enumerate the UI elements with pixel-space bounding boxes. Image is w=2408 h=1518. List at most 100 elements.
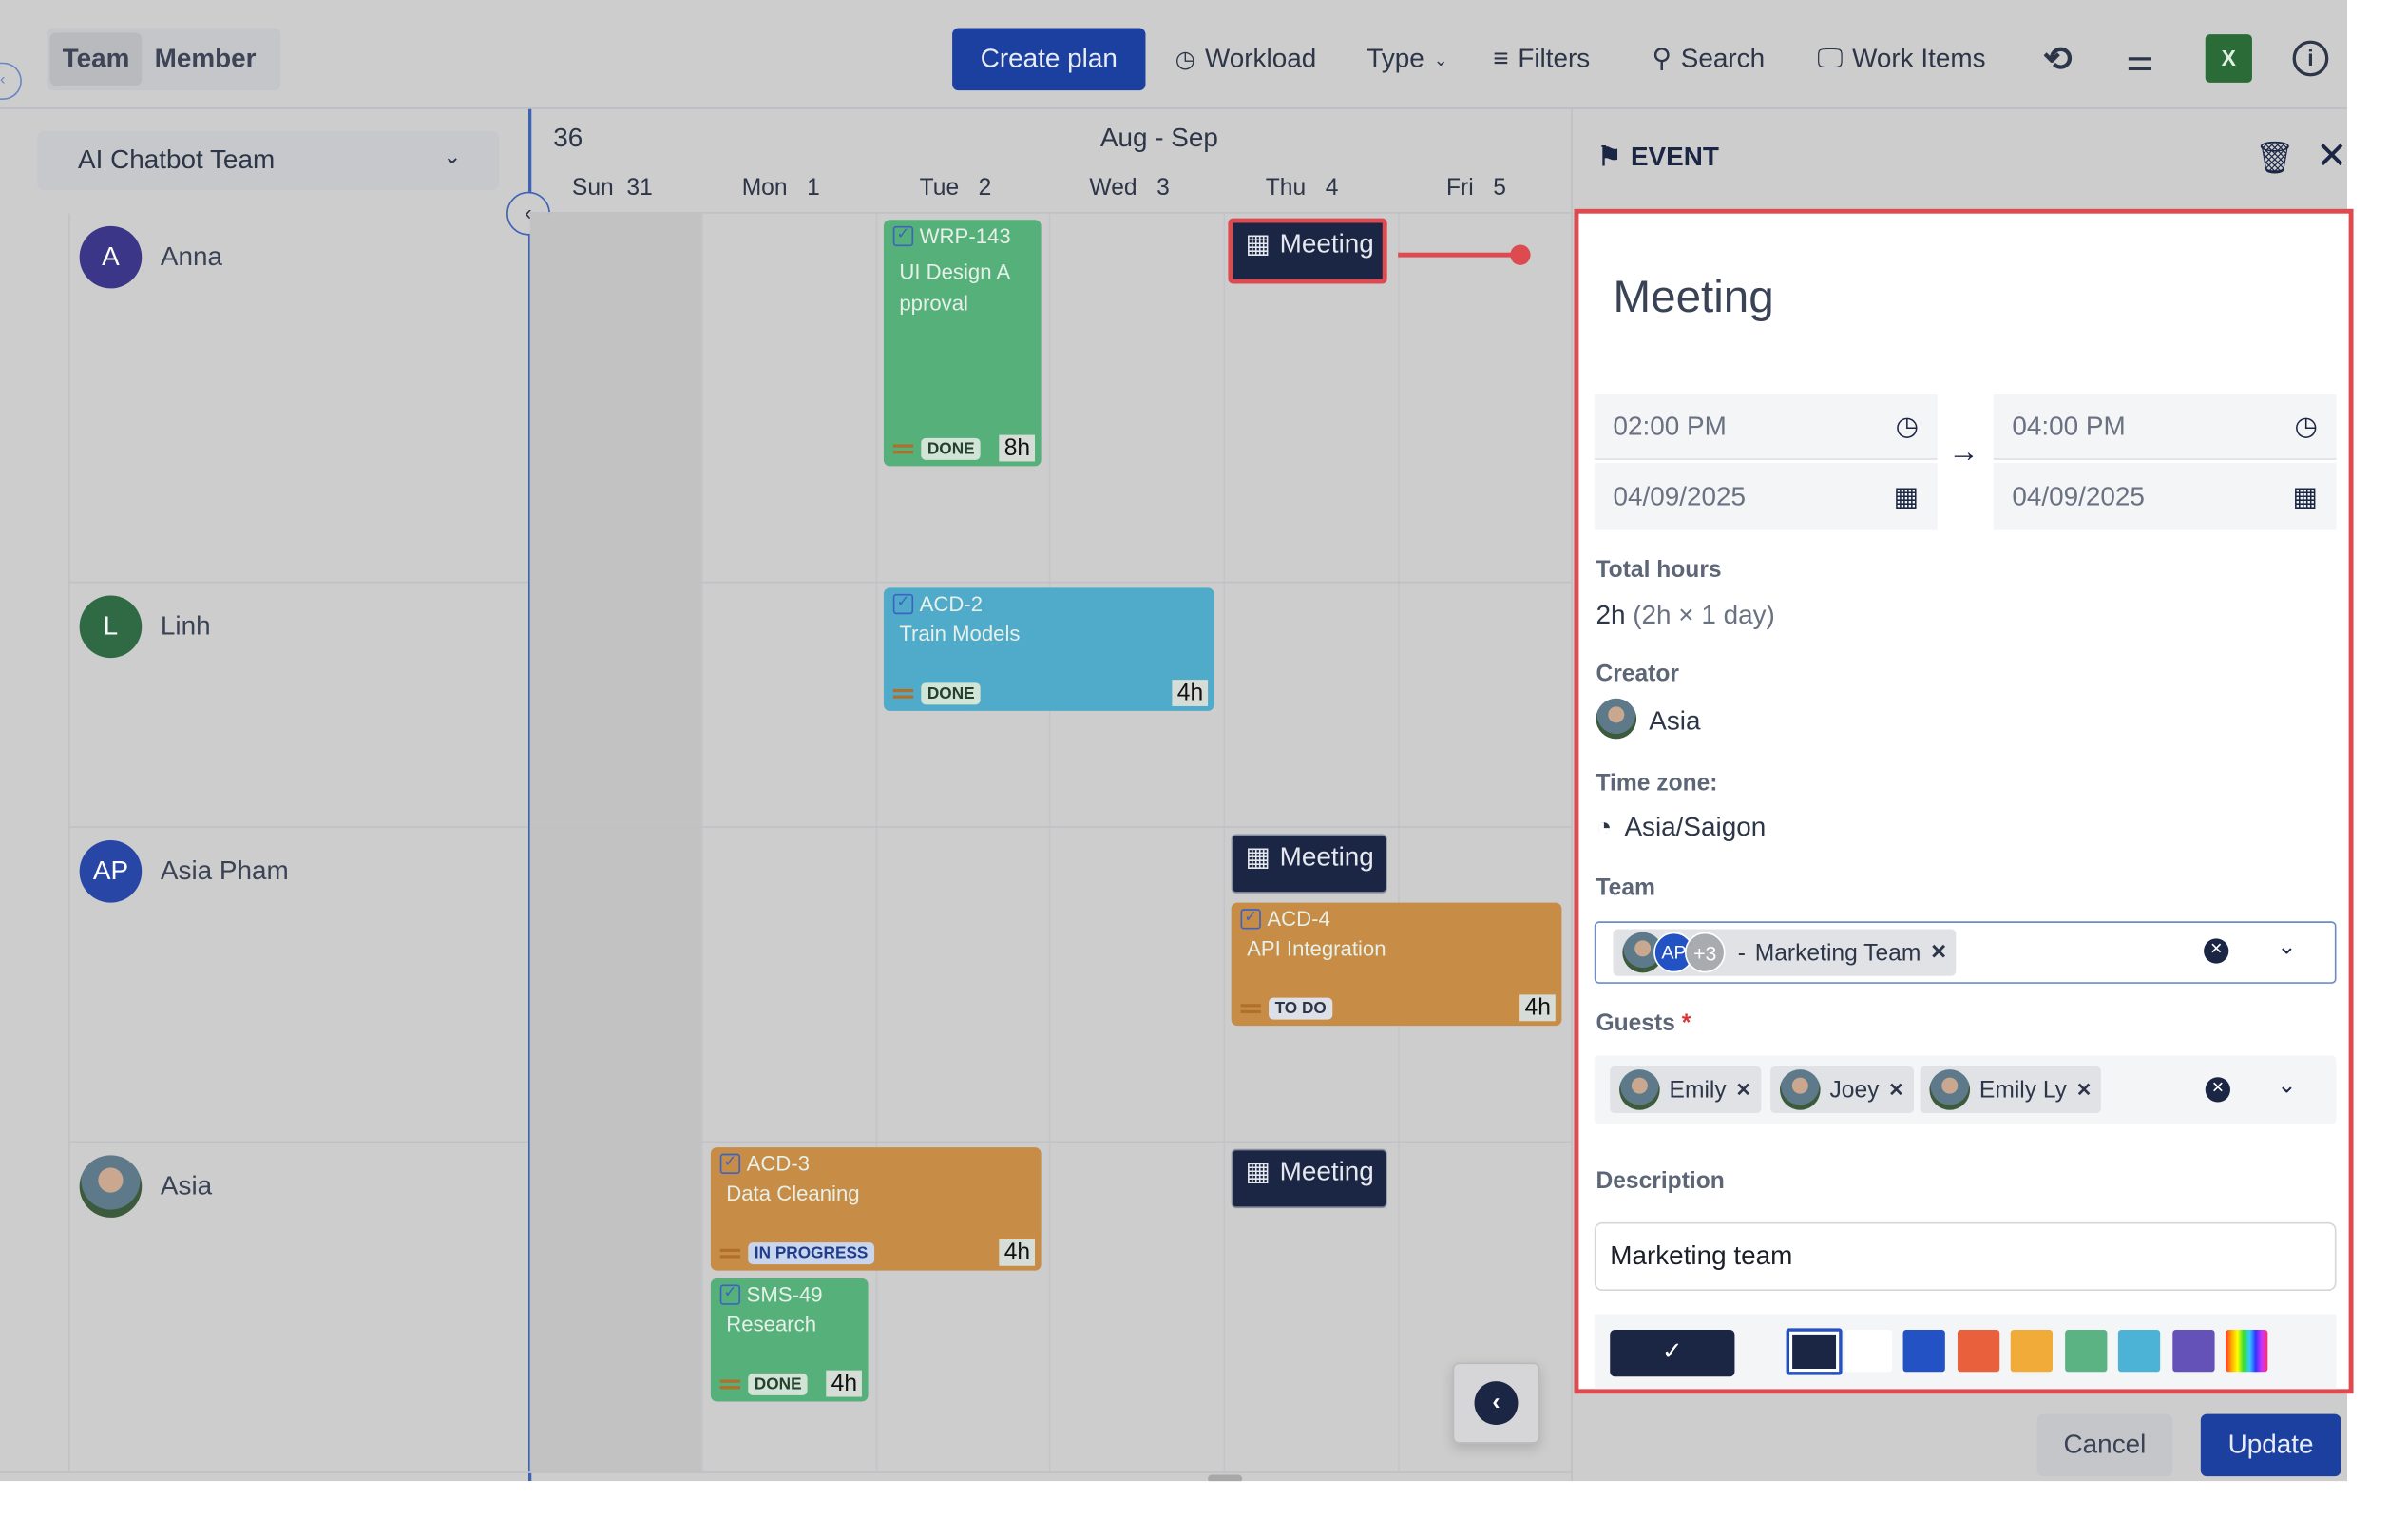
- connector-dot: [1510, 244, 1531, 265]
- team-chip: AP +3 - Marketing Team ✕: [1613, 929, 1957, 976]
- cancel-button[interactable]: Cancel: [2036, 1413, 2173, 1477]
- task-card-sms-49[interactable]: ✓ SMS-49 Research DONE 4h: [710, 1278, 869, 1402]
- arrow-right-icon: →: [1948, 434, 1979, 470]
- task-hours: 4h: [1172, 680, 1209, 706]
- end-time-field[interactable]: 04:00 PM ◷: [1993, 394, 2337, 460]
- description-input[interactable]: Marketing team: [1594, 1221, 2337, 1292]
- workload-button[interactable]: ◷ Workload: [1175, 29, 1317, 91]
- color-swatch-navy[interactable]: [1786, 1328, 1843, 1375]
- clock-icon: ◷: [2294, 411, 2318, 441]
- task-hours: 4h: [826, 1370, 862, 1397]
- color-swatch-white[interactable]: [1844, 1330, 1893, 1373]
- status-badge: DONE: [921, 437, 982, 460]
- create-plan-button[interactable]: Create plan: [952, 28, 1146, 91]
- status-badge: TO DO: [1269, 996, 1333, 1019]
- total-hours-label: Total hours: [1596, 556, 1722, 584]
- connector-line: [1398, 252, 1517, 258]
- update-button[interactable]: Update: [2200, 1413, 2341, 1477]
- work-items-button[interactable]: 🖵 Work Items: [1817, 29, 1985, 91]
- end-date-value: 04/09/2025: [2012, 480, 2145, 511]
- remove-icon[interactable]: ✕: [1735, 1078, 1752, 1101]
- start-time-value: 02:00 PM: [1613, 411, 1727, 441]
- end-date-field[interactable]: 04/09/2025 ▦: [1993, 463, 2337, 530]
- divider: [529, 581, 1572, 584]
- task-key: ACD-2: [919, 592, 984, 616]
- remove-icon[interactable]: ✕: [1888, 1078, 1904, 1101]
- task-title: Research: [726, 1312, 817, 1336]
- remove-icon[interactable]: ✕: [2075, 1078, 2093, 1101]
- start-date-field[interactable]: 04/09/2025 ▦: [1594, 463, 1938, 530]
- checkbox-icon: ✓: [719, 1284, 741, 1305]
- excel-icon[interactable]: X: [2205, 34, 2252, 83]
- chevron-down-icon: ⌄: [1433, 50, 1448, 69]
- view-toggle: Team Member: [47, 28, 281, 91]
- horizontal-scrollbar[interactable]: [1208, 1474, 1243, 1482]
- team-select[interactable]: AI Chatbot Team ⌄: [37, 130, 499, 191]
- clear-icon[interactable]: ✕: [2204, 938, 2229, 964]
- task-title: Data Cleaning: [726, 1182, 860, 1205]
- type-label: Type: [1366, 43, 1424, 74]
- task-card-acd-4[interactable]: ✓ ACD-4 API Integration TO DO 4h: [1231, 902, 1562, 1027]
- day-column: [701, 213, 703, 1473]
- color-swatch-green[interactable]: [2065, 1330, 2108, 1373]
- clear-icon[interactable]: ✕: [2205, 1077, 2230, 1103]
- color-swatch-cyan[interactable]: [2117, 1330, 2161, 1373]
- view-member-tab[interactable]: Member: [154, 43, 257, 74]
- meeting-title: Meeting: [1279, 841, 1374, 872]
- color-swatch-custom[interactable]: [2226, 1330, 2268, 1373]
- status-badge: DONE: [748, 1373, 809, 1395]
- trash-icon[interactable]: 🗑: [2255, 142, 2295, 177]
- task-card-wrp-143[interactable]: ✓ WRP-143 UI Design A pproval DONE 8h: [883, 220, 1042, 467]
- type-dropdown[interactable]: Type ⌄: [1366, 29, 1447, 91]
- event-title-input[interactable]: Meeting: [1613, 273, 1774, 323]
- day-header-wed: Wed 3: [1089, 174, 1170, 202]
- meeting-event[interactable]: ▦ Meeting: [1231, 834, 1387, 894]
- chevron-down-icon[interactable]: ⌄: [2277, 933, 2297, 961]
- monitor-icon: 🖵: [1817, 43, 1844, 74]
- view-team-tab[interactable]: Team: [49, 32, 143, 86]
- info-icon[interactable]: i: [2292, 40, 2329, 77]
- filters-button[interactable]: ≡ Filters: [1493, 29, 1590, 91]
- guests-select[interactable]: Emily ✕ Joey ✕ Emily Ly ✕ ✕ ⌄: [1594, 1055, 2337, 1124]
- workload-label: Workload: [1204, 43, 1317, 74]
- team-select[interactable]: AP +3 - Marketing Team ✕ ✕ ⌄: [1594, 921, 2337, 984]
- remove-icon[interactable]: ✕: [1930, 939, 1948, 964]
- close-icon[interactable]: ✕: [2316, 135, 2347, 178]
- event-header-label: EVENT: [1630, 142, 1719, 172]
- day-column: [1223, 213, 1226, 1473]
- refresh-icon[interactable]: ⟲: [2043, 39, 2073, 79]
- member-row-asia: Asia: [68, 1141, 530, 1473]
- chevron-down-icon[interactable]: ⌄: [2277, 1072, 2297, 1100]
- avatar: AP: [79, 840, 143, 903]
- priority-medium-icon: [719, 1247, 741, 1258]
- start-time-field[interactable]: 02:00 PM ◷: [1594, 394, 1938, 460]
- search-icon: ⚲: [1652, 43, 1672, 74]
- team-label: Team: [1596, 874, 1655, 901]
- team-name: Marketing Team: [1754, 939, 1921, 967]
- checkbox-icon: ✓: [892, 225, 914, 247]
- filter-icon: ≡: [1493, 43, 1509, 74]
- task-card-acd-2[interactable]: ✓ ACD-2 Train Models DONE 4h: [883, 587, 1214, 711]
- meeting-event[interactable]: ▦ Meeting: [1231, 1148, 1387, 1209]
- week-number: 36: [553, 123, 583, 153]
- settings-sliders-icon[interactable]: ⚌: [2126, 43, 2154, 78]
- divider: [529, 1141, 1572, 1143]
- timezone-label: Time zone:: [1596, 770, 1718, 797]
- meeting-title: Meeting: [1279, 229, 1374, 259]
- meeting-event-selected[interactable]: ▦ Meeting: [1228, 218, 1387, 284]
- color-swatch-blue[interactable]: [1902, 1330, 1945, 1373]
- member-name: Anna: [160, 241, 223, 272]
- task-key: ACD-3: [746, 1152, 811, 1176]
- color-swatch-orange[interactable]: [1957, 1330, 2000, 1373]
- task-key: ACD-4: [1267, 907, 1330, 932]
- color-swatch-yellow[interactable]: [2010, 1330, 2054, 1373]
- event-form: [1574, 208, 2354, 1394]
- team-avatars: AP +3: [1622, 932, 1729, 973]
- task-card-acd-3[interactable]: ✓ ACD-3 Data Cleaning IN PROGRESS 4h: [710, 1147, 1042, 1271]
- color-swatch-purple[interactable]: [2172, 1330, 2215, 1373]
- search-button[interactable]: ⚲ Search: [1653, 29, 1766, 91]
- work-items-label: Work Items: [1852, 43, 1986, 74]
- scroll-back-button[interactable]: ‹: [1452, 1362, 1540, 1444]
- checkbox-icon: ✓: [719, 1153, 741, 1174]
- day-column: [1398, 213, 1400, 1473]
